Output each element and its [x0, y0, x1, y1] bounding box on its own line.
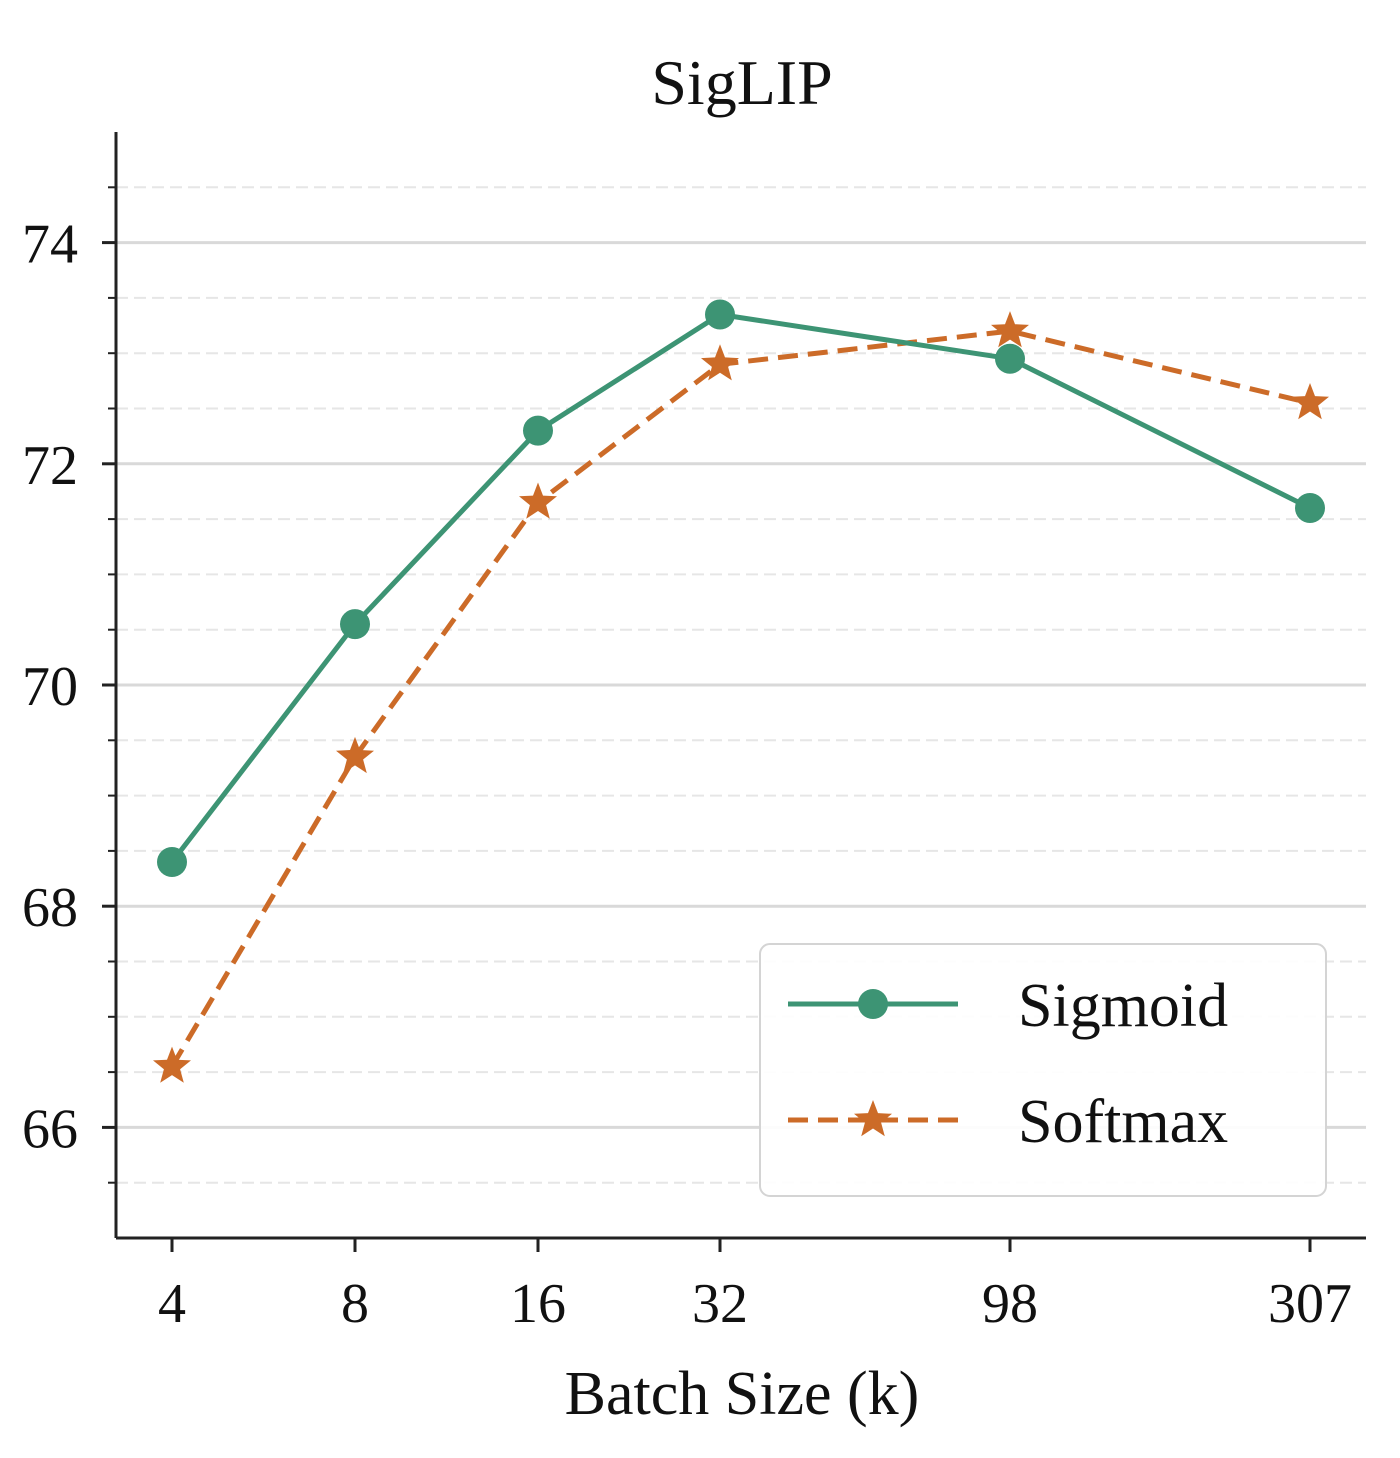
x-tick-label: 8 — [341, 1273, 369, 1335]
y-tick-label: 74 — [22, 214, 78, 276]
softmax-data-point — [519, 482, 557, 519]
y-tick-label: 72 — [22, 435, 78, 497]
legend-label-softmax: Softmax — [1018, 1088, 1228, 1156]
sigmoid-data-point — [157, 846, 187, 877]
sigmoid-data-point — [995, 343, 1025, 374]
x-tick-label: 16 — [510, 1273, 566, 1335]
softmax-data-point — [1291, 383, 1329, 420]
sigmoid-data-point — [705, 299, 735, 330]
legend-entry-softmax: Softmax — [788, 1088, 1228, 1156]
series-layer — [153, 299, 1329, 1083]
y-tick-label: 68 — [22, 877, 78, 939]
legend: Sigmoid Softmax — [759, 943, 1327, 1197]
softmax-data-point — [336, 736, 374, 774]
legend-marker-softmax — [854, 1100, 892, 1137]
legend-entry-sigmoid: Sigmoid — [788, 972, 1228, 1040]
softmax-data-point — [991, 311, 1029, 348]
axes: 66 68 70 72 74 4 8 16 32 98 307 — [22, 132, 1366, 1335]
x-tick-label: 32 — [692, 1273, 748, 1335]
sigmoid-data-point — [340, 609, 370, 640]
x-axis-label: Batch Size (k) — [565, 1360, 920, 1428]
sigmoid-data-point — [523, 415, 553, 446]
x-tick-label: 98 — [982, 1273, 1038, 1335]
sigmoid-series-line — [170, 312, 1312, 864]
legend-label-sigmoid: Sigmoid — [1018, 972, 1228, 1040]
chart-title: SigLIP — [651, 47, 832, 118]
x-tick-label: 307 — [1268, 1273, 1352, 1335]
legend-box — [759, 943, 1327, 1197]
sigmoid-data-point — [1295, 493, 1325, 524]
legend-marker-sigmoid — [858, 989, 888, 1019]
y-tick-label: 70 — [22, 656, 78, 718]
y-tick-label: 66 — [22, 1098, 78, 1160]
x-tick-label: 4 — [158, 1273, 186, 1335]
softmax-data-point — [153, 1046, 191, 1083]
softmax-series-line — [169, 328, 1311, 1068]
softmax-data-point — [701, 344, 739, 381]
